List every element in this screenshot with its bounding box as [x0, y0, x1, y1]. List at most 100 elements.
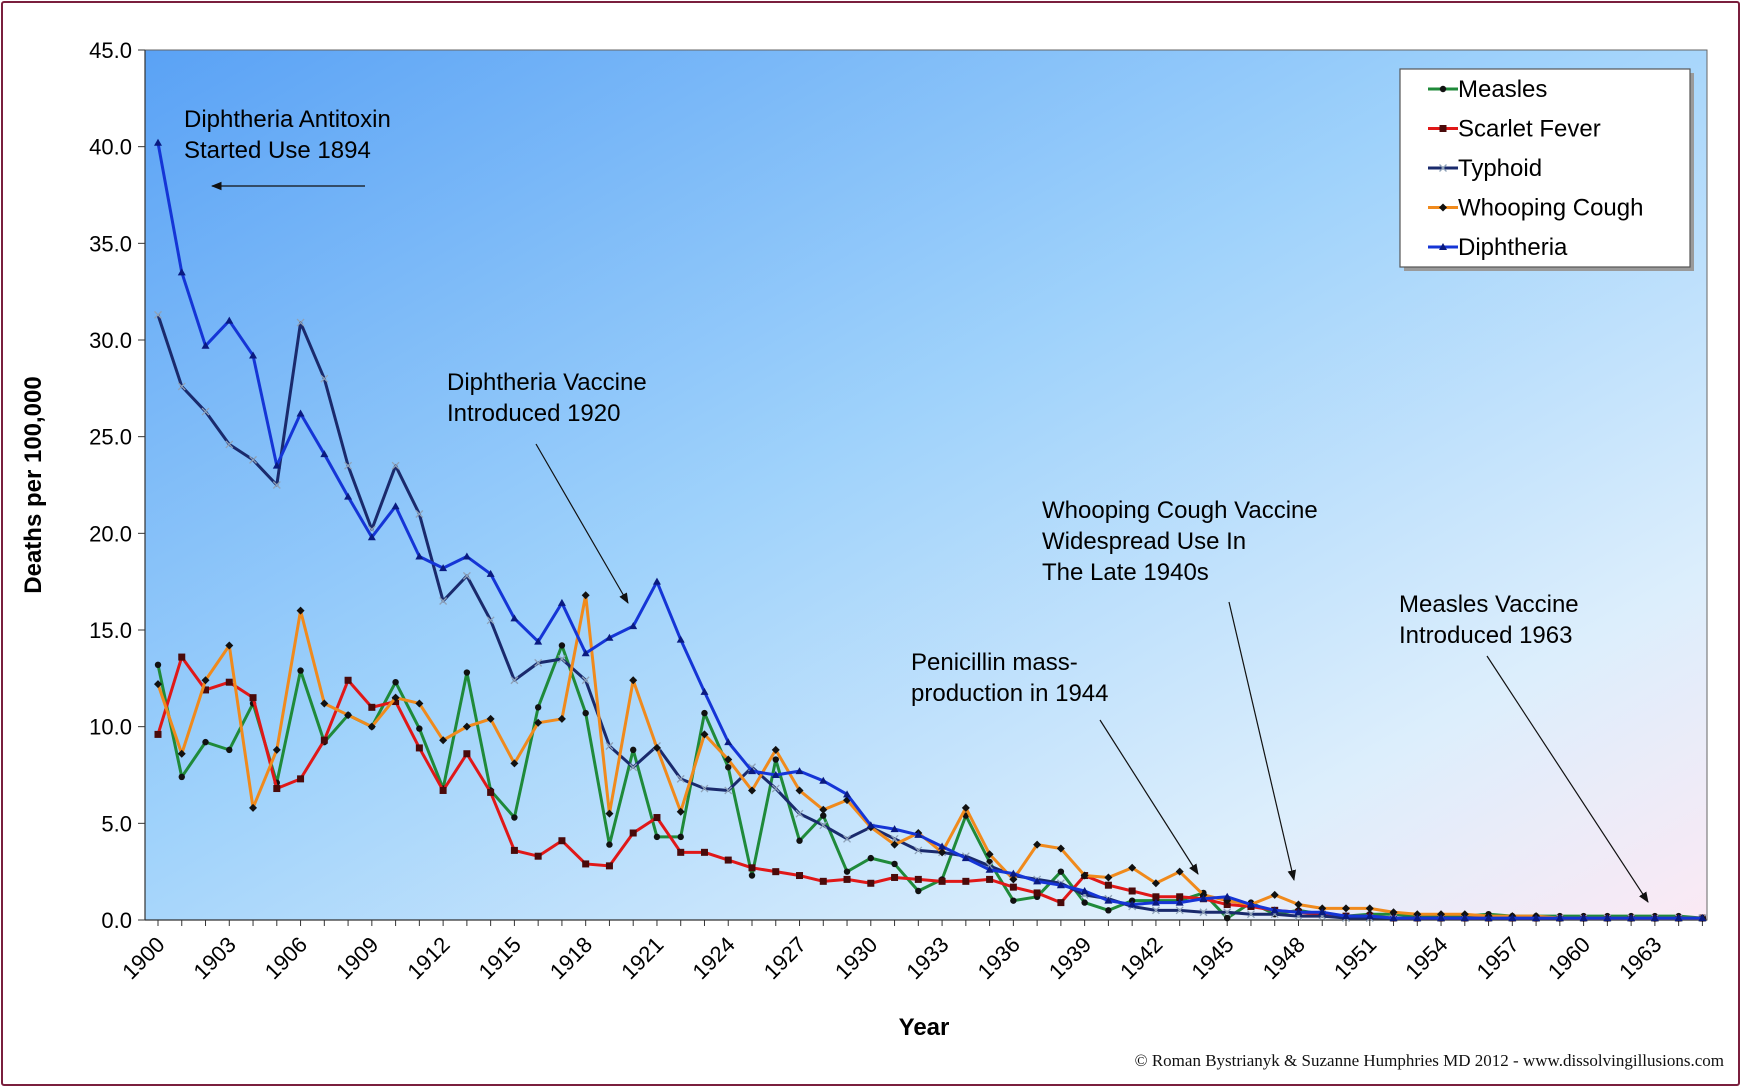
annotation-line: Started Use 1894	[184, 137, 371, 164]
measles-point	[891, 860, 898, 868]
measles-point	[653, 833, 661, 841]
typhoid-point	[320, 374, 329, 383]
whooping-cough-point	[961, 803, 970, 812]
whooping-cough-point	[605, 809, 614, 818]
scarlet-fever-point	[558, 837, 566, 845]
scarlet-fever-point	[605, 862, 613, 870]
diphtheria-point	[1437, 914, 1446, 922]
diphtheria-point	[1009, 869, 1018, 877]
whooping-cough-point	[938, 848, 947, 857]
measles-point	[1224, 914, 1231, 922]
x-tick-label: 1924	[687, 932, 739, 984]
diphtheria-point	[510, 614, 519, 622]
scarlet-fever-point	[629, 829, 637, 837]
x-tick-label: 1954	[1400, 932, 1452, 984]
scarlet-fever-point	[154, 730, 162, 738]
whooping-cough-point	[1389, 908, 1398, 917]
diphtheria-point	[748, 767, 756, 775]
whooping-cough-point	[1151, 879, 1160, 888]
scarlet-fever-point	[819, 877, 827, 885]
typhoid-point	[201, 407, 210, 416]
measles-point	[416, 725, 423, 732]
diphtheria-point	[1508, 914, 1517, 922]
diphtheria-point	[1151, 898, 1160, 906]
diphtheria-point	[581, 649, 590, 657]
x-tick-label: 1933	[901, 932, 953, 984]
diphtheria-point	[177, 268, 186, 276]
typhoid-point	[914, 846, 923, 855]
scarlet-fever-point	[249, 694, 257, 702]
diphtheria-point	[1674, 914, 1683, 922]
diphtheria-point	[462, 552, 471, 560]
x-tick-label: 1960	[1543, 932, 1595, 984]
scarlet-fever-point	[1009, 883, 1017, 891]
whooping-cough-point	[367, 722, 376, 731]
diphtheria-point	[557, 598, 566, 606]
typhoid-point	[534, 658, 543, 667]
scarlet-fever-point	[962, 877, 970, 885]
whooping-cough-point	[1033, 840, 1042, 849]
typhoid-point	[700, 784, 709, 793]
diphtheria-point	[771, 771, 780, 778]
scarlet-fever-point	[1057, 899, 1065, 907]
whooping-cough-point	[1270, 890, 1279, 899]
legend-label-typhoid: Typhoid	[1458, 155, 1542, 182]
diphtheria-point	[700, 687, 709, 695]
x-tick-label: 1918	[545, 932, 597, 984]
scarlet-fever-point	[297, 775, 305, 783]
scarlet-fever-point	[202, 686, 210, 694]
whooping-cough-point	[225, 641, 234, 650]
measles-point	[1081, 899, 1088, 906]
measles-point	[677, 833, 684, 841]
annotation-arrow	[1099, 719, 1199, 875]
whooping-cough-point	[890, 840, 899, 849]
measles-point	[867, 854, 874, 862]
scarlet-fever-point	[439, 786, 447, 794]
diphtheria-point	[1033, 877, 1042, 885]
whooping-cough-point	[177, 749, 186, 758]
y-tick-label: 0.0	[101, 908, 132, 933]
diphtheria-point	[1104, 896, 1113, 904]
x-tick-label: 1939	[1044, 932, 1096, 984]
annotation-text: Penicillin mass-production in 1944	[911, 649, 1108, 707]
diphtheria-point	[914, 830, 923, 838]
measles-point	[226, 746, 233, 754]
measles-point	[392, 679, 399, 686]
y-tick-label: 25.0	[89, 425, 132, 450]
measles-point	[1010, 897, 1017, 904]
measles-point	[820, 812, 827, 819]
diphtheria-point	[1342, 912, 1350, 920]
scarlet-fever-point	[344, 676, 352, 684]
measles-line	[156, 643, 1703, 920]
annotation-text: Whooping Cough Vaccine Widespread Use In T…	[1042, 497, 1318, 586]
scarlet-fever-point	[415, 744, 423, 752]
annotation-line: Penicillin mass-	[911, 649, 1078, 676]
diphtheria-point	[1389, 914, 1398, 922]
scarlet-fever-point	[891, 873, 899, 881]
diphtheria-point	[724, 738, 733, 746]
typhoid-point	[486, 616, 495, 625]
x-tick-label: 1948	[1258, 932, 1310, 984]
annotation-text: Diphtheria Antitoxin Started Use 1894	[184, 106, 391, 164]
diphtheria-point	[890, 825, 899, 833]
diphtheria-point	[367, 533, 376, 541]
diphtheria-point	[1199, 894, 1208, 902]
x-tick-label: 1945	[1186, 932, 1238, 984]
measles-point	[748, 872, 756, 879]
diphtheria-point	[415, 552, 424, 560]
scarlet-fever-point	[700, 848, 708, 856]
diphtheria-point	[629, 622, 638, 630]
diphtheria-point	[225, 316, 234, 324]
y-tick-label: 40.0	[89, 135, 132, 160]
measles-point	[1057, 868, 1065, 875]
annotation-arrow	[1228, 601, 1296, 882]
x-tick-label: 1957	[1472, 932, 1524, 984]
diphtheria-point	[1627, 914, 1636, 922]
whooping-cough-point	[1056, 844, 1065, 853]
annotation-line: The Late 1940s	[1042, 559, 1209, 586]
scarlet-fever-point	[986, 875, 994, 883]
x-tick-label: 1951	[1329, 932, 1381, 984]
whooping-cough-point	[629, 676, 638, 685]
diphtheria-point	[201, 341, 210, 349]
